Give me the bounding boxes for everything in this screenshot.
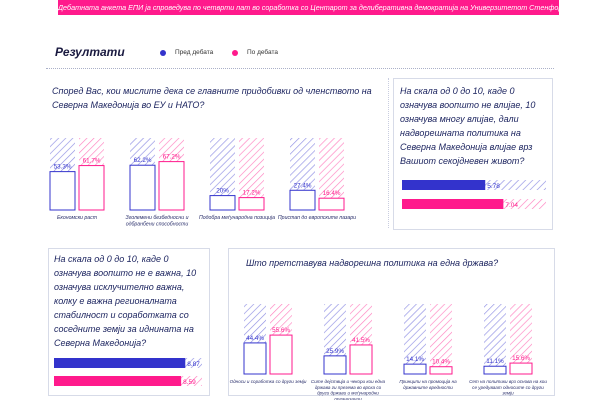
bar-before [129,164,156,211]
bar-before-label: 14.1% [406,356,424,363]
legend-before: Пред дебата [160,49,213,56]
bar-before-label: 25.9% [326,348,344,355]
q4-panel [228,248,555,396]
bar-before-label: 11.1% [486,358,504,365]
q2-panel [393,78,553,230]
bar-before [403,363,427,375]
bar-before [243,342,267,375]
category-label: Подобра меѓународна позиција [199,214,275,221]
legend-after-dot [232,49,238,56]
bar-before [289,189,316,211]
legend-before-dot [160,49,166,56]
bar-after [509,362,533,375]
banner-text: Дебатната анкета ЕПИ ја спроведува по че… [58,3,559,12]
q3-panel [48,248,210,396]
chart-influence: 5.78 7.04 [402,180,546,209]
bar-before [483,365,507,375]
bar-before-label: 44.4% [246,335,264,342]
legend-after: По дебата [232,49,278,56]
bar-after-label: 67.2% [163,154,181,161]
bar-after-bg [510,304,532,374]
category-label: Сет на политики врз основа на кои се уред… [469,379,547,396]
bar-after [318,197,345,211]
bar-before-label: 62.2% [134,157,152,164]
bar-after [238,197,265,211]
chart-stability: 8.87 8.59 [54,358,202,386]
bar-after-label: 41.5% [352,337,370,344]
q3-text: На скала од 0 до 10, каде 0 означува воо… [54,254,197,348]
results-title: Резултати [55,45,125,59]
bar-after-label: 61.7% [83,158,101,165]
section-divider [46,68,554,69]
bar-before [323,355,347,375]
bar-before-bg [404,304,426,374]
bar-before-label: 53.3% [54,164,72,171]
bar-before-bg [484,304,506,374]
bar-after [429,366,453,375]
bar-after-label: 16.4% [323,190,341,197]
q2-text: На скала од 0 до 10, каде 0 означува воо… [400,86,536,166]
q1-right-rule [388,78,389,228]
chart-definition: 44.4% 55.6% Односи и соработка со други зе… [230,304,547,400]
bar-before [209,195,236,211]
category-label: Пристап до европските пазари [278,215,356,221]
bar-before [54,358,186,368]
bar-before-label: 27.4% [294,182,312,189]
bar-before-label: 8.87 [187,361,200,368]
bar-after [158,161,185,211]
bar-after [349,344,373,375]
bar-after-label: 17.2% [243,190,261,197]
category-label: Односи и соработка со други земји [230,379,307,384]
bar-after-label: 55.6% [272,327,290,334]
chart-benefits: 53.3% 61.7% Економски раст 62.2% 67.2% Зголем… [49,138,356,228]
legend-after-label: По дебата [247,49,278,56]
bar-before-label: 5.78 [487,183,500,190]
bar-before [49,171,76,211]
bar-after [402,199,504,209]
category-label: Економски раст [57,215,98,221]
category-label: Сите дејствија и чекори кои една држава г… [311,379,386,400]
bar-after [78,165,105,211]
bar-after-bg [430,304,452,374]
bar-before [402,180,486,190]
category-label: Зголемени безбедносни и одбранбени способ… [126,215,189,228]
bar-after [54,376,182,386]
q4-text: Што претставува надворешна политика на е… [246,258,499,268]
bar-after-label: 10.4% [432,359,450,366]
category-label: Принципи на промоција на државните вредно… [399,379,457,390]
bar-after-label: 15.6% [512,355,530,362]
bar-after-label: 8.59 [183,379,196,386]
legend-before-label: Пред дебата [175,49,214,56]
q1-text: Според Вас, кои мислите дека се главните… [52,86,372,110]
bar-after [269,334,293,375]
bar-before-label: 20% [216,188,229,195]
bar-after-label: 7.04 [505,202,518,209]
header-banner: Дебатната анкета ЕПИ ја спроведува по че… [58,0,559,15]
